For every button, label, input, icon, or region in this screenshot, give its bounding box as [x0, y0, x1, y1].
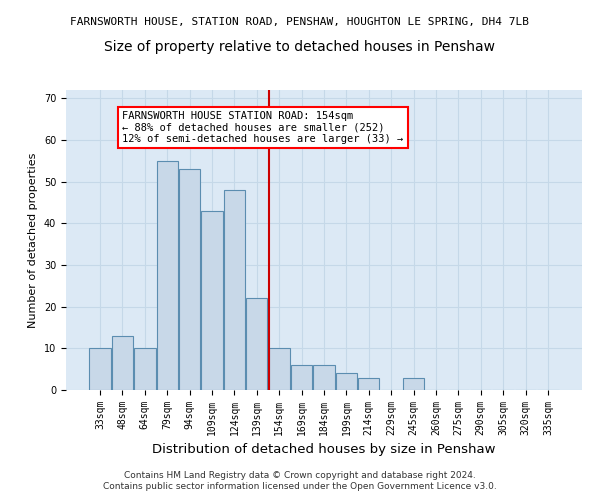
Bar: [336, 374, 357, 390]
Bar: [157, 161, 178, 390]
Bar: [291, 365, 312, 390]
Bar: [134, 348, 155, 390]
Text: Contains public sector information licensed under the Open Government Licence v3: Contains public sector information licen…: [103, 482, 497, 491]
X-axis label: Distribution of detached houses by size in Penshaw: Distribution of detached houses by size …: [152, 444, 496, 456]
Bar: [179, 169, 200, 390]
Text: Size of property relative to detached houses in Penshaw: Size of property relative to detached ho…: [104, 40, 496, 54]
Bar: [202, 211, 223, 390]
Text: Contains HM Land Registry data © Crown copyright and database right 2024.: Contains HM Land Registry data © Crown c…: [124, 471, 476, 480]
Text: FARNSWORTH HOUSE, STATION ROAD, PENSHAW, HOUGHTON LE SPRING, DH4 7LB: FARNSWORTH HOUSE, STATION ROAD, PENSHAW,…: [71, 18, 530, 28]
Bar: [358, 378, 379, 390]
Y-axis label: Number of detached properties: Number of detached properties: [28, 152, 38, 328]
Bar: [89, 348, 111, 390]
Bar: [269, 348, 290, 390]
Bar: [246, 298, 268, 390]
Bar: [403, 378, 424, 390]
Bar: [313, 365, 335, 390]
Bar: [112, 336, 133, 390]
Bar: [224, 190, 245, 390]
Text: FARNSWORTH HOUSE STATION ROAD: 154sqm
← 88% of detached houses are smaller (252): FARNSWORTH HOUSE STATION ROAD: 154sqm ← …: [122, 111, 404, 144]
